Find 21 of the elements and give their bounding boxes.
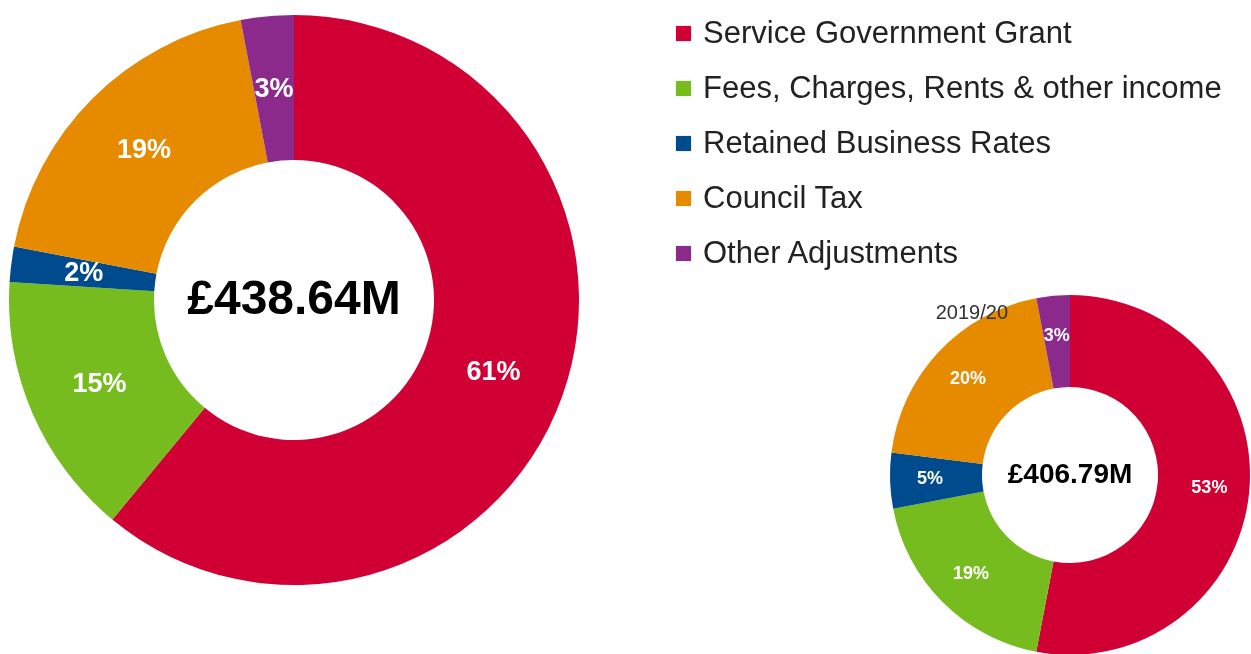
data-label: 20% (949, 368, 986, 389)
legend-label: Council Tax (703, 179, 864, 215)
legend-label: Service Government Grant (703, 14, 1073, 50)
data-label: 19% (952, 562, 990, 583)
data-label: 3% (254, 72, 294, 103)
text: £406.79M (1007, 458, 1133, 489)
legend-label: Retained Business Rates (703, 124, 1052, 160)
data-label: 2% (64, 257, 104, 288)
donut-slice (1036, 295, 1070, 389)
legend-label: Fees, Charges, Rents & other income (703, 69, 1222, 105)
donut-slice (240, 15, 294, 163)
donut-slice (893, 491, 1054, 652)
data-label: 3% (1043, 324, 1070, 345)
data-label: 15% (72, 368, 127, 399)
donut-slice (890, 452, 984, 509)
data-label: 19% (117, 134, 172, 165)
data-label: 61% (466, 355, 521, 386)
legend-label: Other Adjustments (703, 234, 959, 270)
text: £438.64M (187, 271, 401, 324)
data-label: 53% (1191, 477, 1228, 498)
data-label: 5% (917, 468, 944, 489)
